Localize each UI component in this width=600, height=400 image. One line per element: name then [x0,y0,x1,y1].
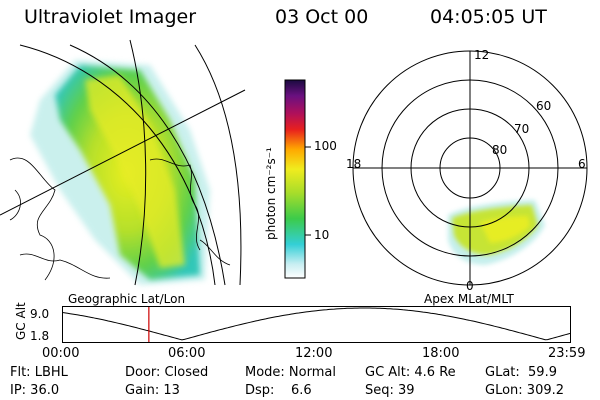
time-label: 04:05:05 UT [430,6,547,28]
info-glon: GLon: 309.2 [485,383,565,398]
geographic-auroral-image [0,39,246,286]
mlt-label-6: 6 [578,157,586,171]
info-dsp: Dsp: 6.6 [245,383,312,398]
date-label: 03 Oct 00 [275,6,369,28]
info-seq: Seq: 39 [365,383,415,398]
mlat-label-70: 70 [514,122,530,136]
colorbar-tick-100: 100 [314,139,337,153]
time-tick-0000: 00:00 [42,346,80,361]
time-tick-1800: 18:00 [422,346,460,361]
time-tick-1200: 12:00 [295,346,333,361]
info-mode: Mode: Normal [245,365,336,380]
info-gc-alt: GC Alt: 4.6 Re [365,365,456,380]
mlt-label-0: 0 [466,279,474,293]
time-tick-2359: 23:59 [548,346,586,361]
info-glat: GLat: 59.9 [485,365,557,380]
geographic-caption: Geographic Lat/Lon [68,292,186,306]
colorbar-unit-label: photon cm⁻²s⁻¹ [264,147,278,240]
info-ip: IP: 36.0 [10,383,60,398]
info-flt: Flt: LBHL [10,365,68,380]
mlt-label-12: 12 [474,48,490,62]
mlat-label-60: 60 [536,99,552,113]
altitude-ytick-max: 9.0 [30,307,50,321]
mlat-label-80: 80 [492,143,508,157]
info-gain: Gain: 13 [125,383,180,398]
mlt-label-18: 18 [346,157,362,171]
colorbar [284,79,311,279]
time-tick-0600: 06:00 [168,346,206,361]
polar-mlat-mlt-plot [352,50,588,286]
colorbar-tick-10: 10 [314,228,330,242]
altitude-ytick-min: 1.8 [30,329,50,343]
instrument-title: Ultraviolet Imager [24,6,197,28]
altitude-ylabel: GC Alt [14,302,28,340]
info-door: Door: Closed [125,365,209,380]
polar-caption: Apex MLat/MLT [424,292,514,306]
altitude-timeline-plot [62,306,571,343]
